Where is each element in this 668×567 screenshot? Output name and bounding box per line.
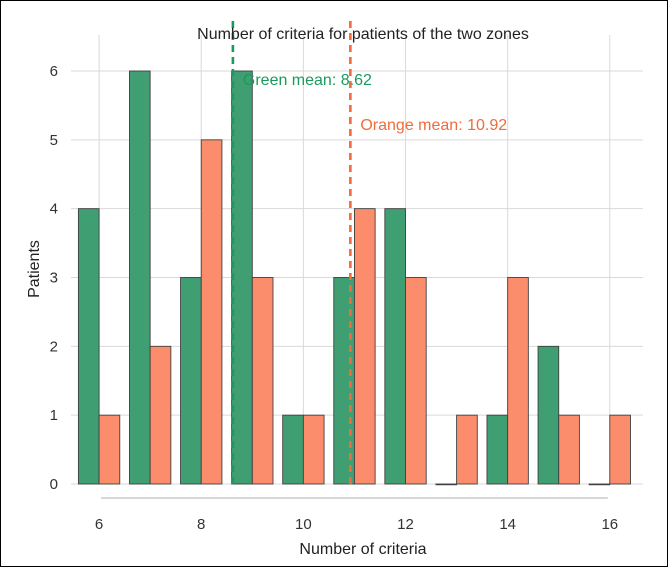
y-tick-label: 3	[50, 270, 58, 287]
orange-bar	[507, 277, 529, 485]
bars	[77, 70, 631, 486]
x-tick-label: 12	[397, 516, 414, 533]
orange-mean-label: Orange mean: 10.92	[360, 117, 507, 134]
green-bar	[282, 414, 304, 485]
x-tick-label: 6	[95, 516, 103, 533]
mean-lines: Green mean: 8.62 Orange mean: 10.92	[231, 21, 507, 484]
y-tick-label: 4	[50, 201, 58, 218]
x-axis-label: Number of criteria	[299, 541, 426, 558]
green-bar	[129, 70, 151, 485]
green-bar	[384, 208, 406, 485]
green-bar	[435, 483, 458, 486]
green-bar	[180, 277, 202, 485]
orange-bar	[200, 139, 223, 485]
green-bar	[537, 345, 560, 485]
y-axis-label: Patients	[26, 240, 43, 298]
green-bar	[588, 483, 611, 486]
orange-bar	[302, 414, 325, 485]
orange-bar	[558, 414, 580, 485]
y-tick-label: 0	[50, 476, 58, 493]
green-bar	[231, 70, 253, 485]
orange-bar	[405, 277, 427, 485]
orange-bar	[251, 277, 274, 485]
x-tick-label: 10	[295, 516, 312, 533]
green-mean-label: Green mean: 8.62	[243, 72, 372, 89]
x-tick-label: 14	[499, 516, 516, 533]
green-bar	[77, 208, 100, 485]
y-tick-label: 2	[50, 338, 58, 355]
orange-bar	[98, 414, 121, 485]
y-tick-label: 1	[50, 407, 58, 424]
x-tick-labels: 6 8 10 12 14 16	[95, 516, 618, 533]
y-tick-label: 5	[50, 132, 58, 149]
orange-bar	[353, 208, 376, 485]
x-tick-label: 8	[197, 516, 205, 533]
y-tick-label: 6	[50, 63, 58, 80]
orange-bar	[609, 414, 631, 485]
green-bar	[486, 414, 509, 485]
chart-title: Number of criteria for patients of the t…	[197, 26, 529, 43]
x-tick-label: 16	[601, 516, 618, 533]
orange-bar	[456, 414, 478, 485]
y-tick-labels: 0 1 2 3 4 5 6	[50, 63, 58, 493]
orange-bar	[149, 345, 172, 485]
